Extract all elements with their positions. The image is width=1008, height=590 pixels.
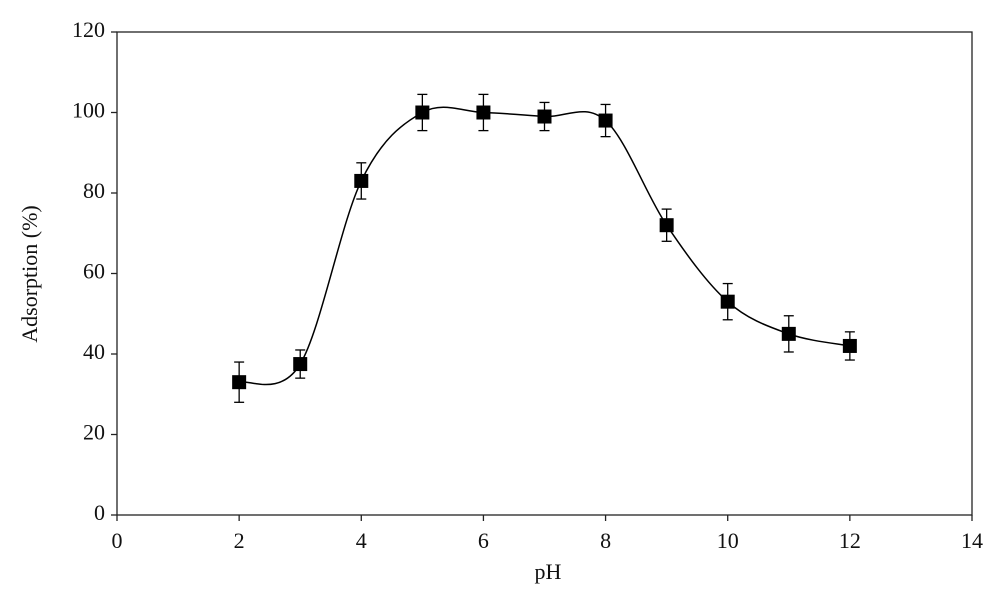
point <box>354 173 369 188</box>
point <box>537 109 552 124</box>
x-tick-label: 12 <box>839 528 861 553</box>
point <box>232 375 247 390</box>
fit-line <box>238 106 851 386</box>
y-tick-label: 40 <box>83 339 105 364</box>
x-tick-label: 6 <box>478 528 489 553</box>
x-tick-label: 8 <box>600 528 611 553</box>
y-tick-label: 20 <box>83 420 105 445</box>
x-tick-label: 10 <box>717 528 739 553</box>
y-axis-label: Adsorption (%) <box>17 205 42 342</box>
point <box>842 338 857 353</box>
x-tick-label: 4 <box>356 528 367 553</box>
y-tick-label: 0 <box>94 500 105 525</box>
point <box>659 218 674 233</box>
x-tick-label: 2 <box>234 528 245 553</box>
x-tick-label: 0 <box>112 528 123 553</box>
y-tick-label: 120 <box>72 17 105 42</box>
point <box>476 105 491 120</box>
x-axis-label: pH <box>535 559 562 584</box>
x-tick-label: 14 <box>961 528 983 553</box>
point <box>598 113 613 128</box>
point <box>415 105 430 120</box>
y-tick-label: 80 <box>83 178 105 203</box>
y-tick-label: 60 <box>83 259 105 284</box>
point <box>720 294 735 309</box>
y-tick-label: 100 <box>72 98 105 123</box>
point <box>781 326 796 341</box>
point <box>293 357 308 372</box>
